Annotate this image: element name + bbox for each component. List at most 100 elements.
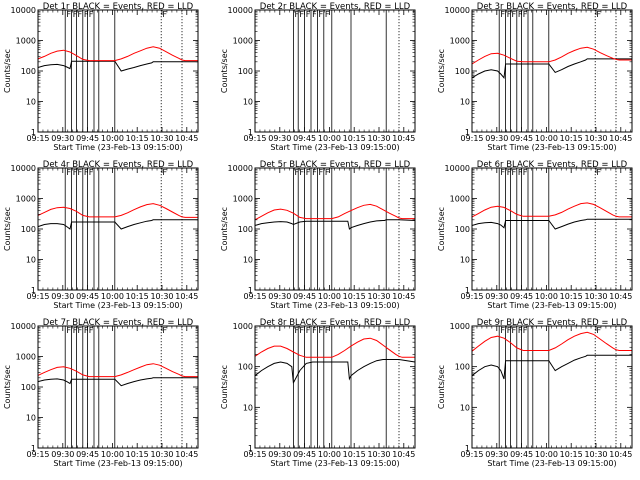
y-tick-label: 10: [243, 403, 253, 412]
flag-label: F: [77, 326, 82, 335]
y-tick-label: 1000: [450, 37, 470, 46]
y-tick-label: 100: [455, 67, 470, 76]
panel-title: Det 9r BLACK = Events, RED = LLD: [477, 318, 628, 328]
x-tick-label: 09:15: [26, 292, 49, 301]
flag-label: F: [318, 10, 323, 19]
flag-label: F: [511, 326, 516, 335]
series-line-lld: [254, 203, 415, 221]
series-line-lld: [37, 363, 198, 378]
y-tick-label: 10: [460, 256, 470, 265]
x-axis-label: Start Time (23-Feb-13 09:15:00): [487, 459, 616, 468]
flag-label: F: [312, 326, 317, 335]
flag-label: F: [518, 326, 523, 335]
series-line-events: [471, 218, 632, 230]
flag-label: F: [73, 168, 78, 177]
series-line-events: [37, 377, 198, 387]
series-line-events: [254, 359, 416, 385]
flag-label: F: [507, 168, 512, 177]
y-tick-label: 10000: [445, 164, 470, 173]
series-line-events: [254, 219, 416, 230]
x-tick-label: 09:45: [76, 450, 99, 459]
flag-label: F: [523, 10, 528, 19]
y-tick-label: 100: [238, 225, 253, 234]
panel-title: Det 5r BLACK = Events, RED = LLD: [260, 160, 411, 170]
x-tick-label: 10:00: [318, 450, 341, 459]
flag-label: F: [89, 10, 94, 19]
x-tick-label: 09:45: [76, 134, 99, 143]
flag-label: F: [318, 168, 323, 177]
panel-title: Det 7r BLACK = Events, RED = LLD: [43, 318, 194, 328]
y-tick-label: 10000: [11, 322, 36, 331]
x-tick-label: 10:30: [584, 450, 607, 459]
flag-label: F: [89, 168, 94, 177]
series-line-lld: [471, 46, 632, 65]
plot-frame: [254, 9, 416, 133]
x-tick-label: 10:15: [560, 134, 583, 143]
flag-label: F: [306, 326, 311, 335]
x-tick-label: 10:30: [367, 134, 390, 143]
y-tick-label: 10000: [228, 164, 253, 173]
flag-label: F: [77, 168, 82, 177]
flag-label: F: [66, 326, 71, 335]
y-tick-label: 1: [31, 128, 36, 137]
x-tick-label: 10:15: [343, 292, 366, 301]
x-tick-label: 10:15: [343, 450, 366, 459]
plot-frame: [37, 325, 199, 449]
x-tick-label: 09:30: [268, 450, 291, 459]
series-line-lld: [471, 331, 632, 352]
series-line-lld: [471, 202, 632, 218]
y-tick-label: 100: [21, 383, 36, 392]
x-tick-label: 10:45: [609, 292, 632, 301]
flag-label: F: [73, 10, 78, 19]
flag-label: F: [66, 168, 71, 177]
y-tick-label: 1000: [233, 322, 253, 331]
flag-label: F: [596, 326, 601, 335]
flag-label: F: [162, 326, 167, 335]
flag-label: F: [299, 168, 304, 177]
y-axis-label: Counts/sec: [3, 207, 12, 251]
flag-label: F: [511, 10, 516, 19]
flag-label: F: [89, 326, 94, 335]
y-tick-label: 10000: [228, 6, 253, 15]
x-tick-label: 10:45: [609, 134, 632, 143]
y-axis-label: Counts/sec: [437, 207, 446, 251]
flag-label: F: [294, 326, 299, 335]
y-tick-label: 10: [243, 256, 253, 265]
x-tick-label: 10:45: [175, 134, 198, 143]
y-axis-label: Counts/sec: [220, 207, 229, 251]
series-line-lld: [37, 46, 198, 62]
y-axis-label: Counts/sec: [437, 49, 446, 93]
y-tick-label: 1000: [450, 195, 470, 204]
panel-title: Det 4r BLACK = Events, RED = LLD: [43, 160, 194, 170]
flag-label: F: [312, 10, 317, 19]
flag-label: F: [518, 10, 523, 19]
y-tick-label: 1000: [16, 195, 36, 204]
y-axis-label: Counts/sec: [3, 49, 12, 93]
y-tick-label: 1000: [233, 195, 253, 204]
y-tick-label: 10: [243, 98, 253, 107]
series-line-events: [471, 58, 632, 80]
x-axis-label: Start Time (23-Feb-13 09:15:00): [270, 459, 399, 468]
y-tick-label: 1000: [233, 37, 253, 46]
x-tick-label: 10:30: [367, 292, 390, 301]
y-tick-label: 1: [465, 444, 470, 453]
y-tick-label: 1000: [16, 353, 36, 362]
x-tick-label: 09:45: [293, 450, 316, 459]
plot-frame: [254, 325, 416, 449]
plot-frame: [254, 167, 416, 291]
plot-frame: [37, 9, 199, 133]
y-tick-label: 100: [238, 67, 253, 76]
flag-label: F: [511, 168, 516, 177]
x-axis-label: Start Time (23-Feb-13 09:15:00): [53, 143, 182, 152]
x-axis-label: Start Time (23-Feb-13 09:15:00): [487, 143, 616, 152]
series-line-events: [37, 60, 198, 72]
x-tick-label: 09:45: [76, 292, 99, 301]
